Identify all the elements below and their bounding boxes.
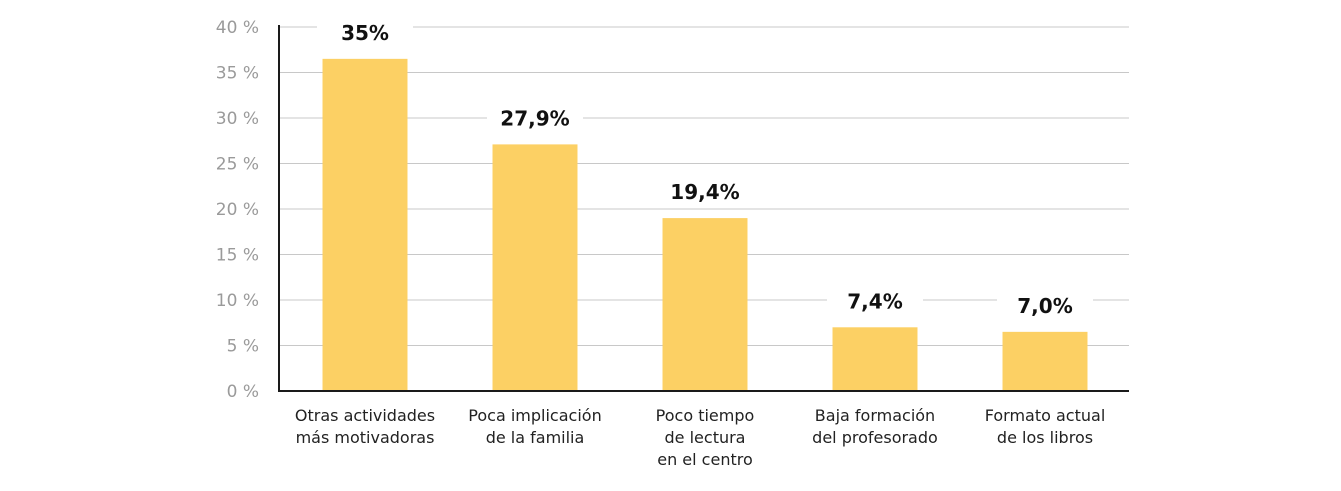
x-tick-label-line: del profesorado <box>812 428 938 447</box>
data-label: 19,4% <box>670 180 739 204</box>
y-tick-label: 25 % <box>216 155 259 175</box>
x-tick-label-line: Baja formación <box>815 406 935 425</box>
data-label-background <box>997 289 1093 320</box>
x-tick-label: Otras actividades más motivadoras <box>295 406 435 447</box>
y-tick-label: 5 % <box>227 337 259 357</box>
data-labels: 35% 27,9% 19,4% 7,4% 7,0% <box>317 16 1093 320</box>
x-tick-label-line: más motivadoras <box>296 428 435 447</box>
y-tick-label: 10 % <box>216 291 259 311</box>
y-tick-label: 15 % <box>216 246 259 266</box>
x-tick-label: Baja formación del profesorado <box>812 406 938 447</box>
bar <box>1002 331 1088 391</box>
x-tick-label-line: Poco tiempo <box>656 406 755 425</box>
bars <box>322 58 1088 391</box>
y-axis-ticks: 0 % 5 % 10 % 15 % 20 % 25 % 30 % 35 % 40 % <box>216 18 259 402</box>
x-tick-label: Formato actual de los libros <box>985 406 1106 447</box>
x-tick-label: Poca implicación de la familia <box>468 406 601 447</box>
y-tick-label: 0 % <box>227 382 259 402</box>
data-label: 27,9% <box>500 106 569 130</box>
data-label-background <box>657 176 753 207</box>
data-label: 35% <box>341 21 389 45</box>
x-tick-label-line: de la familia <box>486 428 585 447</box>
data-label-background <box>317 16 413 47</box>
x-tick-label: Poco tiempo de lectura en el centro <box>656 406 755 469</box>
y-tick-label: 20 % <box>216 200 259 220</box>
x-axis-labels: Otras actividades más motivadoras Poca imp… <box>295 406 1105 469</box>
x-tick-label-line: en el centro <box>657 450 753 469</box>
data-label-background <box>827 285 923 316</box>
data-label-background <box>487 102 583 133</box>
data-label: 7,4% <box>847 289 902 313</box>
y-tick-label: 35 % <box>216 64 259 84</box>
x-tick-label-line: Poca implicación <box>468 406 601 425</box>
x-tick-label-line: de los libros <box>997 428 1093 447</box>
bar <box>492 144 578 391</box>
bar <box>662 218 748 391</box>
x-tick-label-line: Otras actividades <box>295 406 435 425</box>
x-tick-label-line: Formato actual <box>985 406 1106 425</box>
y-tick-label: 30 % <box>216 109 259 129</box>
data-label: 7,0% <box>1017 294 1072 318</box>
x-tick-label-line: de lectura <box>665 428 746 447</box>
bar <box>832 327 918 391</box>
bar <box>322 58 408 391</box>
y-tick-label: 40 % <box>216 18 259 38</box>
